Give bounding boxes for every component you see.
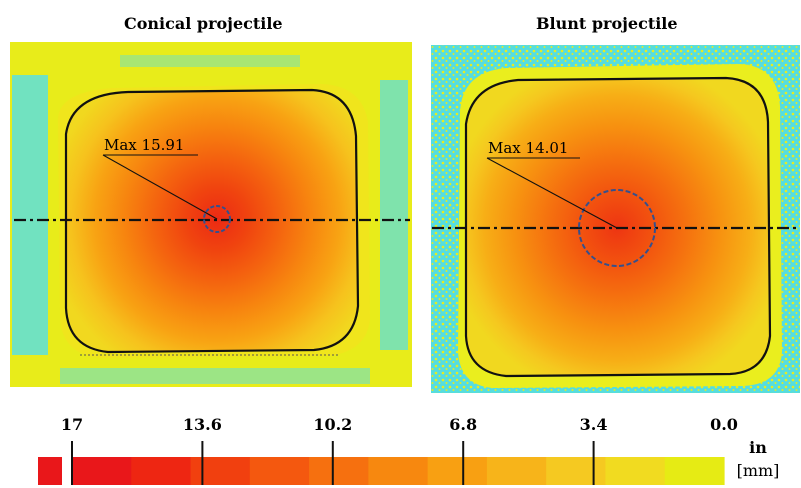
blunt-max-label: Max 14.01 bbox=[488, 139, 568, 157]
conical-panel-title: Conical projectile bbox=[124, 14, 283, 33]
conical-max-label: Max 15.91 bbox=[104, 136, 184, 154]
colorbar: 17 13.6 10.2 6.8 3.4 0.0 in [mm] bbox=[38, 415, 779, 485]
colorbar-segment bbox=[72, 457, 132, 485]
colorbar-segment bbox=[664, 457, 725, 485]
colorbar-unit-line1: in bbox=[749, 438, 767, 457]
blunt-panel: Max 14.01 bbox=[431, 45, 800, 393]
conical-edge-artifact bbox=[12, 75, 48, 355]
conical-edge-artifact bbox=[60, 368, 370, 384]
conical-leader-line bbox=[102, 154, 218, 220]
blunt-max-marker bbox=[578, 189, 656, 267]
colorbar-segment bbox=[427, 457, 488, 485]
conical-panel: Max 15.91 bbox=[10, 42, 412, 387]
colorbar-tick-label: 3.4 bbox=[580, 415, 608, 434]
blunt-boundary-contour bbox=[464, 76, 772, 378]
colorbar-tick-label: 6.8 bbox=[449, 415, 477, 434]
blunt-panel-title: Blunt projectile bbox=[536, 14, 678, 33]
colorbar-segment bbox=[605, 457, 666, 485]
colorbar-ticks: 17 13.6 10.2 6.8 3.4 0.0 bbox=[61, 415, 738, 485]
conical-max-marker bbox=[203, 205, 231, 233]
colorbar-segment bbox=[368, 457, 429, 485]
colorbar-segments bbox=[72, 457, 725, 485]
colorbar-segment bbox=[486, 457, 547, 485]
colorbar-segment bbox=[131, 457, 192, 485]
conical-edge-artifact bbox=[120, 55, 300, 67]
blunt-leader-line bbox=[486, 157, 618, 229]
colorbar-segment bbox=[249, 457, 310, 485]
colorbar-unit-line2: [mm] bbox=[737, 461, 780, 480]
colorbar-tick-label: 13.6 bbox=[183, 415, 222, 434]
colorbar-segment bbox=[546, 457, 607, 485]
colorbar-tick-label: 0.0 bbox=[710, 415, 738, 434]
colorbar-overflow-swatch bbox=[38, 457, 62, 485]
colorbar-tick-label: 10.2 bbox=[313, 415, 352, 434]
colorbar-segment bbox=[190, 457, 251, 485]
colorbar-segment bbox=[309, 457, 369, 485]
conical-edge-artifact bbox=[380, 80, 408, 350]
colorbar-tick-label: 17 bbox=[61, 415, 83, 434]
conical-boundary-contour bbox=[64, 88, 360, 354]
